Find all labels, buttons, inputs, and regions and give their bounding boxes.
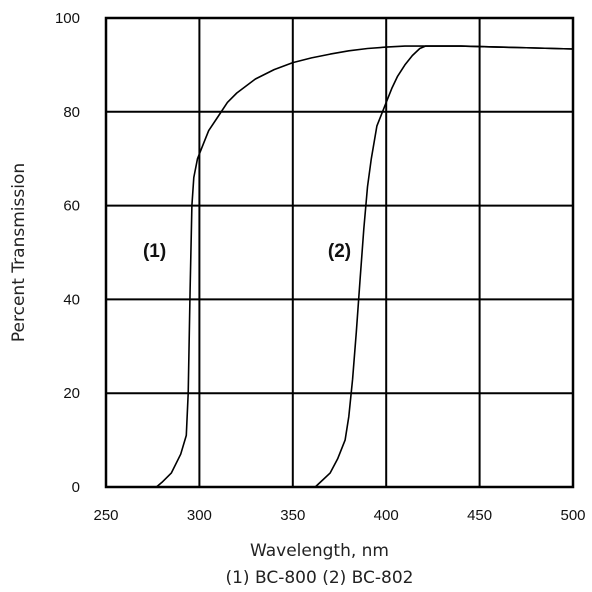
curve-label-2: (2)	[328, 241, 351, 262]
y-tick-label: 40	[63, 291, 80, 308]
x-tick-label: 500	[560, 507, 585, 524]
y-tick-label: 20	[63, 385, 80, 402]
series-line-2	[314, 45, 574, 488]
x-tick-label: 300	[187, 507, 212, 524]
x-tick-label: 400	[374, 507, 399, 524]
y-tick-labels: 0 20 40 60 80 100	[55, 10, 80, 496]
x-tick-label: 250	[93, 507, 118, 524]
y-axis-title: Percent Transmission	[9, 163, 29, 342]
x-axis-title: Wavelength, nm	[250, 541, 389, 561]
x-tick-label: 350	[280, 507, 305, 524]
chart-caption: (1) BC-800 (2) BC-802	[225, 568, 413, 588]
y-tick-label: 60	[63, 198, 80, 215]
x-tick-label: 450	[467, 507, 492, 524]
plot-frame	[104, 16, 575, 489]
x-tick-labels: 250 300 350 400 450 500	[93, 507, 585, 524]
y-tick-label: 80	[63, 104, 80, 121]
y-tick-label: 100	[55, 10, 80, 27]
series-layer	[155, 45, 574, 488]
y-tick-label: 0	[72, 479, 80, 496]
curve-label-1: (1)	[143, 241, 166, 262]
